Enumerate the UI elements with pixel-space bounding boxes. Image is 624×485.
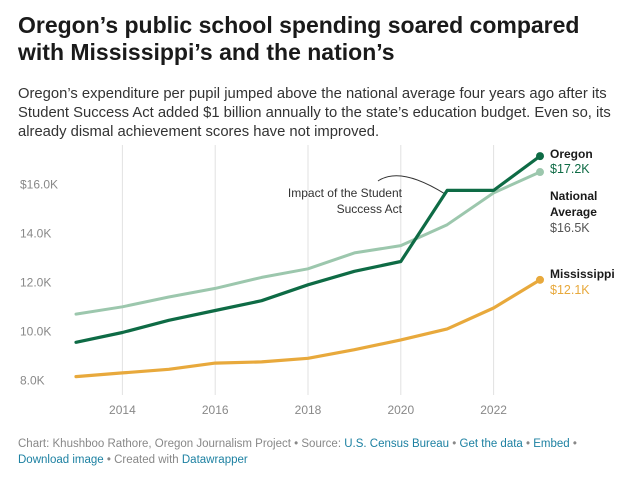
download-image-link[interactable]: Download image bbox=[18, 454, 104, 466]
x-tick-label: 2016 bbox=[202, 403, 229, 417]
series-line-mississippi bbox=[74, 278, 542, 379]
chart-title: Oregon’s public school spending soared c… bbox=[18, 12, 580, 65]
series-value-mississippi: $12.1K bbox=[550, 283, 590, 297]
x-tick-label: 2018 bbox=[295, 403, 322, 417]
series-label-national: Average bbox=[550, 205, 597, 219]
series-value-oregon: $17.2K bbox=[550, 162, 590, 176]
x-tick-label: 2014 bbox=[109, 403, 136, 417]
annotation-text: Success Act bbox=[337, 202, 403, 216]
line-chart: 2014 2016 2018 2020 2022 8.0K 10.0K 12.0K 14.0K $… bbox=[20, 145, 615, 417]
datawrapper-link[interactable]: Datawrapper bbox=[181, 454, 248, 466]
y-tick-label: 10.0K bbox=[20, 324, 51, 338]
footer-separator: • bbox=[452, 438, 457, 450]
embed-link[interactable]: Embed bbox=[533, 438, 570, 450]
chart-description: Oregon’s expenditure per pupil jumped ab… bbox=[18, 86, 611, 140]
series-line-oregon bbox=[74, 154, 542, 344]
source-link[interactable]: U.S. Census Bureau bbox=[344, 438, 450, 450]
chart-footer: Chart: Khushboo Rathore, Oregon Journali… bbox=[18, 436, 608, 468]
series-endpoint-mississippi bbox=[536, 275, 544, 284]
footer-separator: • bbox=[526, 438, 531, 450]
get-data-link[interactable]: Get the data bbox=[459, 438, 523, 450]
y-tick-label: 8.0K bbox=[20, 373, 45, 387]
series-endpoint-national bbox=[536, 168, 544, 177]
series-label-national: National bbox=[550, 189, 597, 203]
footer-separator: • bbox=[106, 454, 111, 466]
chart-credit: Chart: Khushboo Rathore, Oregon Journali… bbox=[18, 438, 291, 450]
annotation-text: Impact of the Student bbox=[288, 186, 403, 200]
series-label-mississippi: Mississippi bbox=[550, 267, 615, 281]
y-tick-label: $16.0K bbox=[20, 177, 58, 191]
footer-separator: • bbox=[294, 438, 299, 450]
footer-separator: • bbox=[572, 438, 577, 450]
created-with-prefix: Created with bbox=[114, 454, 179, 466]
annotation-connector bbox=[377, 175, 445, 194]
series-value-national: $16.5K bbox=[550, 221, 590, 235]
x-tick-label: 2022 bbox=[480, 403, 507, 417]
y-tick-label: 12.0K bbox=[20, 275, 51, 289]
source-prefix: Source: bbox=[301, 438, 342, 450]
y-tick-label: 14.0K bbox=[20, 226, 51, 240]
series-label-oregon: Oregon bbox=[550, 147, 593, 161]
x-tick-label: 2020 bbox=[387, 403, 414, 417]
series-endpoint-oregon bbox=[536, 152, 544, 161]
series-line-national bbox=[74, 170, 542, 316]
